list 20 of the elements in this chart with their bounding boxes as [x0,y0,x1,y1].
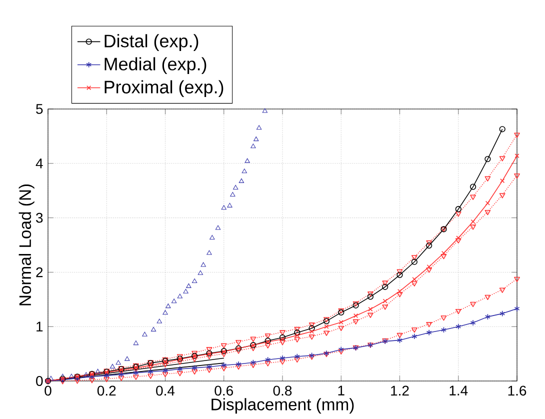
x-tick-label: 0.4 [156,386,175,396]
x-tick-label: 1 [338,386,344,396]
legend-label: Medial (exp.) [104,57,206,74]
x-axis-title: Displacement (mm) [212,398,354,414]
y-tick-label: 5 [36,104,43,114]
x-tick-label: 0.8 [273,386,292,396]
y-tick-label: 3 [36,212,43,223]
y-tick-label: 0 [36,376,43,386]
y-tick-label: 4 [36,158,43,168]
x-tick-label: 0 [44,386,52,396]
legend-label: Distal (exp.) [104,34,198,51]
x-tick-label: 1.6 [508,386,526,396]
x-tick-label: 0.2 [97,386,116,396]
legend-label: Proximal (exp.) [104,80,224,98]
x-tick-label: 1.2 [391,386,409,396]
y-tick-label: 1 [36,322,43,332]
x-tick-label: 0.6 [214,386,233,396]
x-tick-label: 1.4 [450,386,468,396]
y-tick-label: 2 [36,267,43,278]
y-axis-title: Normal Load (N) [18,184,34,306]
